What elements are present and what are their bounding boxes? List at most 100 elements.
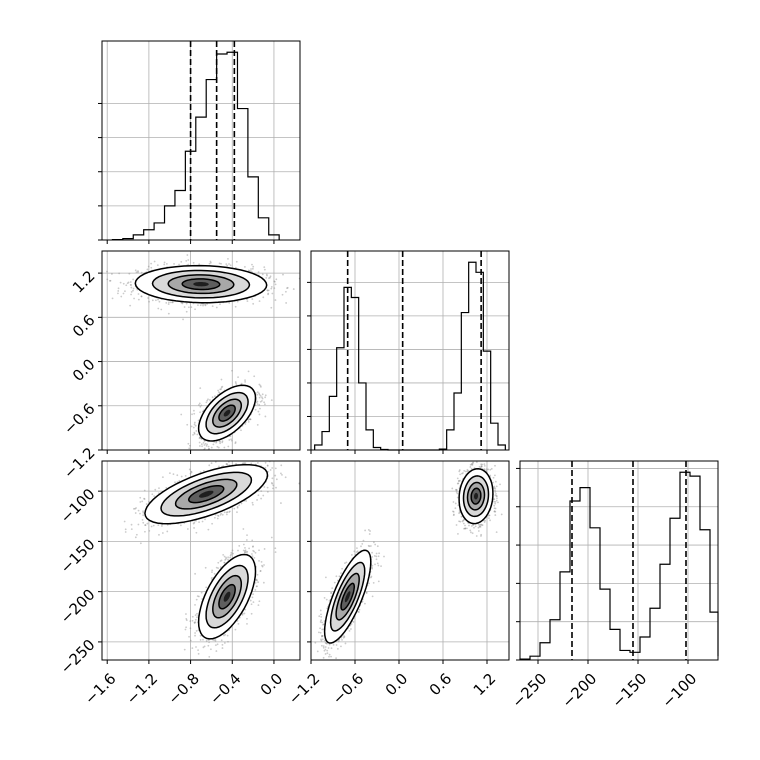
sample-point (201, 520, 204, 523)
sample-point (194, 621, 197, 624)
sample-point (495, 495, 498, 497)
sample-point (192, 409, 195, 412)
sample-point (493, 485, 496, 488)
sample-point (231, 369, 233, 372)
sample-point (185, 259, 188, 262)
sample-point (320, 639, 323, 642)
axes-frame (519, 460, 719, 661)
sample-point (256, 391, 259, 394)
sample-point (134, 269, 137, 272)
sample-point (480, 535, 482, 537)
sample-point (210, 462, 213, 465)
sample-point (130, 523, 133, 526)
sample-point (237, 549, 239, 552)
sample-point (202, 470, 205, 472)
sample-point (216, 643, 219, 646)
sample-point (458, 469, 461, 471)
sample-point (193, 423, 196, 426)
sample-point (259, 570, 262, 573)
sample-point (253, 550, 256, 553)
sample-point (377, 555, 380, 558)
sample-point (257, 410, 260, 413)
sample-point (459, 520, 462, 523)
sample-point (197, 649, 199, 652)
sample-point (262, 494, 265, 497)
sample-point (453, 513, 455, 516)
sample-point (487, 514, 490, 517)
sample-point (258, 393, 261, 396)
sample-point (371, 566, 373, 569)
sample-point (153, 495, 156, 498)
sample-point (341, 639, 343, 641)
sample-point (249, 599, 252, 602)
sample-point (117, 287, 120, 290)
sample-point (494, 474, 496, 477)
sample-point (270, 285, 273, 288)
sample-point (213, 572, 216, 575)
sample-point (324, 648, 327, 651)
sample-point (211, 571, 213, 574)
sample-point (127, 281, 130, 284)
sample-point (455, 489, 458, 491)
sample-point (234, 442, 237, 445)
sample-point (330, 647, 333, 650)
sample-point (280, 464, 283, 467)
sample-point (205, 444, 208, 447)
sample-point (259, 569, 262, 572)
sample-point (242, 462, 245, 465)
sample-point (219, 388, 222, 391)
sample-point (148, 300, 150, 303)
sample-point (265, 276, 268, 279)
sample-point (167, 303, 170, 305)
sample-point (464, 524, 466, 527)
sample-point (217, 515, 220, 517)
sample-point (477, 526, 480, 529)
sample-point (455, 488, 457, 491)
sample-point (274, 299, 277, 301)
sample-point (231, 549, 234, 552)
sample-point (243, 266, 246, 268)
sample-point (199, 387, 202, 390)
sample-point (273, 280, 276, 283)
sample-point (259, 394, 262, 397)
sample-point (227, 257, 229, 260)
x-tick-label: 0.6 (426, 670, 456, 700)
sample-point (221, 513, 224, 516)
sample-point (180, 413, 183, 416)
sample-point (244, 423, 247, 425)
sample-point (462, 519, 465, 522)
sample-point (140, 271, 143, 274)
sample-point (378, 552, 381, 555)
sample-point (251, 555, 254, 557)
sample-point (229, 435, 232, 438)
sample-point (492, 476, 495, 479)
sample-point (209, 261, 212, 264)
x-tick-label: −0.4 (206, 670, 244, 708)
sample-point (247, 269, 250, 272)
sample-point (326, 652, 329, 655)
sample-point (356, 550, 359, 553)
y-tick-label: −1.2 (60, 444, 98, 482)
sample-point (236, 459, 238, 461)
sample-point (179, 524, 182, 527)
sample-point (142, 521, 145, 524)
sample-point (227, 556, 230, 559)
sample-point (194, 424, 197, 427)
sample-point (358, 608, 361, 611)
sample-point (157, 298, 159, 301)
sample-point (464, 527, 467, 530)
sample-point (332, 644, 335, 646)
sample-point (461, 472, 463, 475)
sample-point (130, 291, 133, 293)
sample-point (173, 263, 175, 265)
sample-point (191, 647, 194, 650)
sample-point (130, 528, 133, 531)
sample-point (125, 284, 128, 287)
sample-point (273, 280, 276, 283)
sample-point (324, 653, 327, 655)
sample-point (248, 547, 250, 550)
y-tick-label: −150 (57, 535, 99, 577)
sample-point (278, 452, 280, 454)
sample-point (260, 490, 263, 493)
axes-frame (101, 460, 301, 661)
